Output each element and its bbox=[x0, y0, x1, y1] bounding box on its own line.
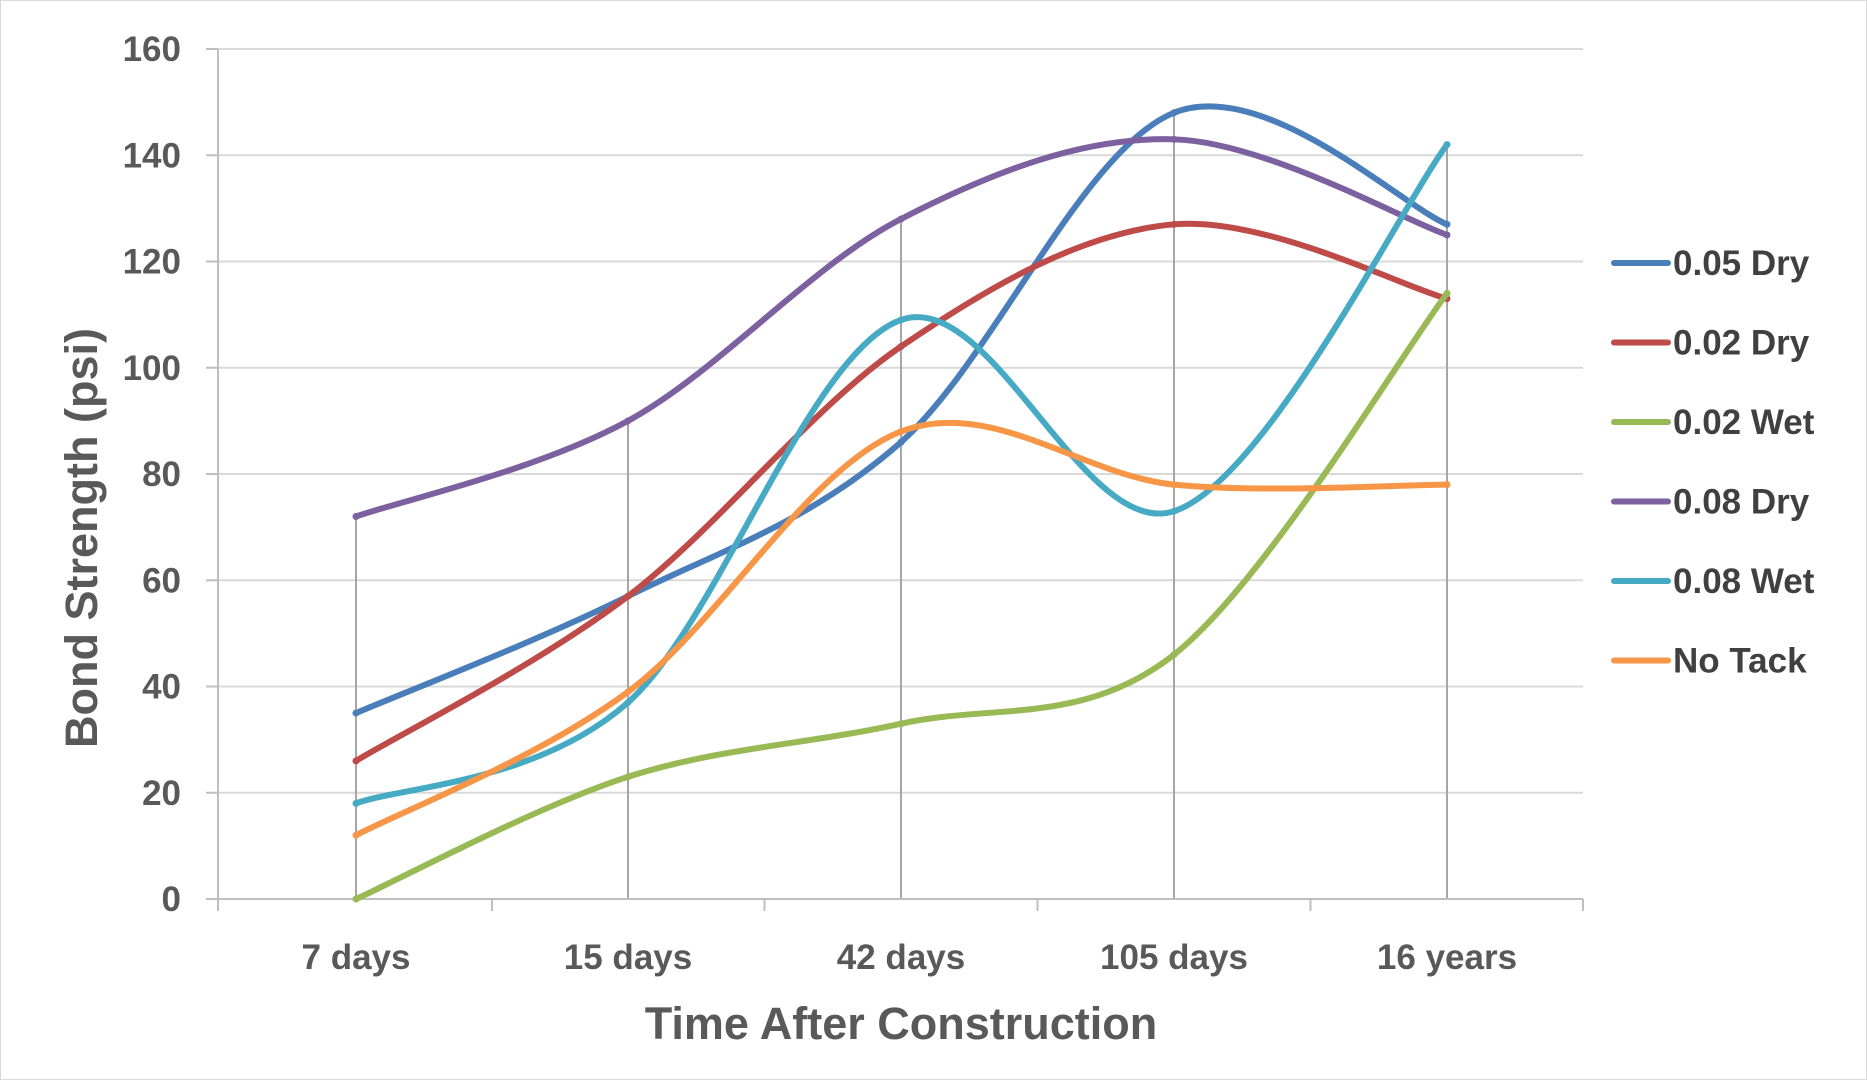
data-point bbox=[897, 438, 905, 446]
data-point bbox=[1443, 481, 1451, 489]
x-tick-label: 16 years bbox=[1377, 938, 1517, 977]
vertical-drop-lines bbox=[355, 112, 1448, 899]
y-axis-tick-labels: 0 20 40 60 80 100 120 140 160 bbox=[123, 30, 181, 919]
y-tick-label: 140 bbox=[123, 136, 181, 175]
data-point bbox=[897, 720, 905, 728]
y-tick-label: 40 bbox=[142, 668, 181, 707]
legend-item: 0.08 Dry bbox=[1611, 483, 1810, 522]
legend-label: 0.05 Dry bbox=[1673, 244, 1810, 283]
data-point bbox=[1170, 109, 1178, 117]
y-tick-label: 160 bbox=[123, 30, 181, 69]
legend-item: No Tack bbox=[1611, 642, 1807, 681]
data-point bbox=[624, 688, 632, 696]
data-point bbox=[624, 698, 632, 706]
y-tick-label: 20 bbox=[142, 774, 181, 813]
legend-item: 0.08 Wet bbox=[1611, 562, 1815, 601]
legend-label: 0.02 Dry bbox=[1673, 324, 1810, 363]
legend-label: 0.02 Wet bbox=[1673, 403, 1815, 442]
data-point bbox=[1443, 220, 1451, 228]
series-line-0-08-wet bbox=[353, 141, 1450, 807]
data-point bbox=[624, 773, 632, 781]
x-axis-title: Time After Construction bbox=[645, 998, 1158, 1049]
data-point bbox=[1443, 231, 1451, 239]
axes bbox=[206, 48, 1584, 911]
x-tick-label: 7 days bbox=[302, 938, 411, 977]
legend-item: 0.05 Dry bbox=[1611, 244, 1810, 283]
data-point bbox=[1443, 141, 1451, 149]
series-lines bbox=[352, 103, 1451, 903]
data-point bbox=[352, 709, 360, 717]
data-point bbox=[624, 592, 632, 600]
y-tick-label: 100 bbox=[123, 349, 181, 388]
y-axis-title: Bond Strength (psi) bbox=[56, 328, 107, 748]
y-tick-label: 120 bbox=[123, 243, 181, 282]
x-tick-label: 105 days bbox=[1100, 938, 1248, 977]
data-point bbox=[352, 831, 360, 839]
series-line-0-02-wet bbox=[353, 290, 1450, 902]
legend-label: No Tack bbox=[1673, 642, 1807, 681]
data-point bbox=[897, 316, 905, 324]
data-point bbox=[1443, 289, 1451, 297]
legend-item: 0.02 Wet bbox=[1611, 403, 1815, 442]
data-point bbox=[352, 513, 360, 520]
series-line-no-tack bbox=[353, 419, 1450, 839]
legend-label: 0.08 Wet bbox=[1673, 562, 1815, 601]
y-tick-label: 0 bbox=[162, 880, 181, 919]
data-point bbox=[624, 417, 632, 425]
data-point bbox=[352, 895, 360, 903]
x-axis-tick-labels: 7 days 15 days 42 days 105 days 16 years bbox=[302, 938, 1518, 977]
data-point bbox=[1170, 135, 1178, 143]
data-point bbox=[352, 799, 360, 807]
data-point bbox=[1170, 481, 1178, 489]
data-point bbox=[897, 215, 905, 223]
data-point bbox=[897, 343, 905, 350]
x-tick-label: 15 days bbox=[564, 938, 692, 977]
legend: 0.05 Dry 0.02 Dry 0.02 Wet 0.08 Dry 0.08 Wet… bbox=[1611, 244, 1815, 681]
data-point bbox=[1170, 507, 1178, 515]
data-point bbox=[897, 428, 905, 435]
x-tick-label: 42 days bbox=[837, 938, 965, 977]
y-tick-label: 60 bbox=[142, 561, 181, 600]
y-tick-label: 80 bbox=[142, 455, 181, 494]
legend-item: 0.02 Dry bbox=[1611, 324, 1810, 363]
data-point bbox=[1170, 220, 1178, 228]
data-point bbox=[352, 757, 360, 765]
data-point bbox=[1170, 651, 1178, 659]
legend-label: 0.08 Dry bbox=[1673, 483, 1810, 522]
